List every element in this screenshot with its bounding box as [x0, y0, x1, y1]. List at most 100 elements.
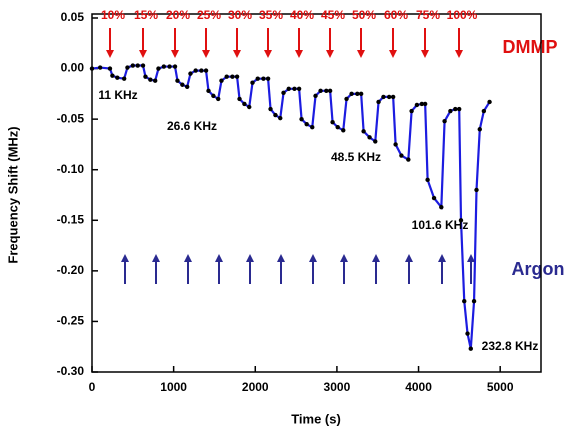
data-point [152, 78, 158, 83]
dmmp-label: DMMP [503, 37, 558, 57]
data-point [188, 71, 193, 76]
data-point [386, 94, 392, 100]
concentration-label: 35% [259, 8, 283, 22]
data-point [250, 80, 255, 85]
data-point [310, 125, 315, 130]
data-point [477, 127, 482, 132]
data-point [367, 135, 372, 140]
y-tick-label: -0.05 [57, 111, 85, 125]
data-point [442, 118, 447, 124]
data-point [125, 65, 130, 70]
concentration-label: 100% [447, 8, 478, 22]
data-point [448, 108, 453, 114]
x-tick-label: 4000 [405, 380, 432, 394]
frequency-label: 48.5 KHz [331, 150, 381, 164]
data-point [439, 204, 444, 210]
data-line [91, 64, 491, 349]
data-point [330, 119, 335, 125]
concentration-label: 45% [321, 8, 345, 22]
frequency-label: 232.8 KHz [482, 339, 539, 353]
data-point [355, 91, 360, 97]
concentration-label: 50% [352, 8, 376, 22]
data-point [281, 90, 286, 96]
y-tick-label: 0.05 [61, 10, 85, 24]
data-point [381, 94, 386, 100]
concentration-label: 20% [166, 8, 190, 22]
data-point [180, 82, 185, 87]
concentration-label: 25% [197, 8, 221, 22]
data-point [237, 96, 242, 102]
y-tick-label: 0.00 [61, 61, 85, 75]
data-point [140, 63, 146, 68]
data-point [206, 88, 211, 94]
data-point [468, 346, 473, 351]
data-point [172, 64, 178, 69]
data-point [393, 142, 398, 147]
data-point [135, 63, 140, 68]
data-point [361, 129, 366, 134]
data-point [97, 65, 103, 70]
data-point [425, 177, 430, 183]
data-point [487, 99, 492, 105]
data-point [296, 86, 302, 92]
y-tick-label: -0.30 [57, 364, 85, 378]
data-point [234, 74, 240, 79]
data-point [318, 88, 323, 94]
data-point [115, 75, 120, 80]
data-point [199, 68, 204, 73]
data-point [341, 128, 346, 133]
concentration-label: 15% [134, 8, 158, 22]
data-point [167, 64, 172, 69]
concentration-label: 40% [290, 8, 314, 22]
data-point [376, 99, 381, 105]
data-point [193, 68, 198, 73]
data-point [304, 122, 309, 127]
data-point [465, 331, 470, 336]
data-point [211, 93, 216, 99]
data-point [219, 78, 224, 83]
data-point [373, 139, 378, 144]
data-point [247, 104, 252, 110]
concentration-label: 75% [416, 8, 440, 22]
frequency-label: 11 KHz [98, 88, 137, 102]
data-point [286, 86, 291, 92]
data-point [121, 76, 127, 81]
data-point [453, 106, 458, 112]
y-axis-label: Frequency Shift (MHz) [5, 126, 20, 263]
data-point [419, 101, 425, 107]
data-point [184, 84, 190, 89]
concentration-label: 10% [101, 8, 125, 22]
data-point [471, 299, 477, 304]
data-point [313, 93, 318, 99]
data-point [409, 108, 414, 114]
data-point [148, 77, 153, 82]
data-point [143, 74, 148, 79]
data-point [216, 96, 221, 102]
x-tick-label: 1000 [160, 380, 187, 394]
frequency-label: 26.6 KHz [167, 119, 217, 133]
data-point [273, 112, 278, 118]
data-point [161, 64, 167, 69]
data-point [130, 63, 136, 68]
data-point [230, 74, 235, 79]
data-point [156, 66, 161, 71]
data-point [324, 88, 329, 94]
data-point [431, 195, 437, 201]
data-point [255, 76, 260, 81]
y-tick-label: -0.15 [57, 212, 85, 226]
y-tick-label: -0.10 [57, 162, 85, 176]
data-point [474, 187, 479, 193]
concentration-label: 60% [384, 8, 408, 22]
data-point [458, 218, 464, 223]
data-point [110, 73, 115, 78]
y-tick-label: -0.25 [57, 314, 85, 328]
data-point [349, 91, 354, 97]
data-point [278, 115, 283, 121]
y-tick-label: -0.20 [57, 263, 85, 277]
data-point [327, 88, 333, 94]
data-point [481, 108, 487, 114]
x-tick-label: 0 [89, 380, 96, 394]
data-point [335, 125, 340, 130]
data-point [462, 299, 467, 304]
